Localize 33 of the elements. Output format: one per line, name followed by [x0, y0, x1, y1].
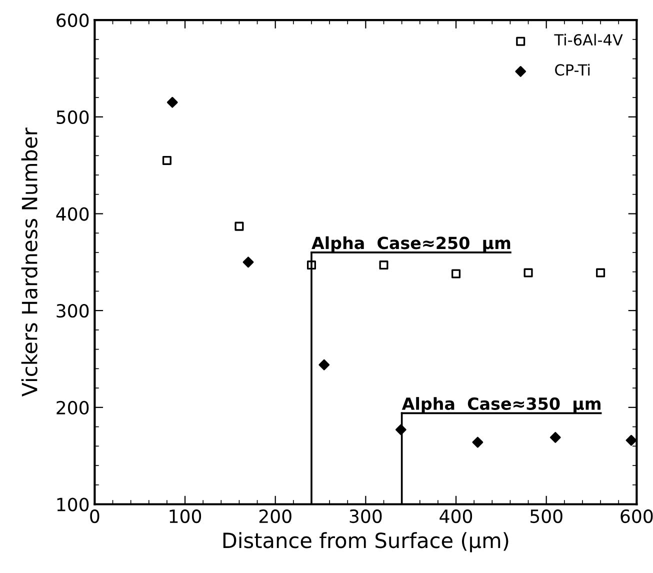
y-tick-label: 600	[56, 14, 89, 28]
y-tick-label: 500	[56, 110, 89, 124]
point	[626, 434, 637, 446]
x-tick-label: 400	[440, 509, 472, 524]
ref-line-label: Alpha Case≈350 μm	[402, 397, 600, 414]
point	[395, 424, 406, 436]
x-tick-label: 500	[530, 509, 562, 524]
point	[524, 268, 533, 278]
legend-label: Ti-6Al-4V	[554, 34, 623, 46]
x-tick-label: 200	[259, 509, 292, 524]
point	[162, 156, 172, 165]
x-tick-label: 100	[170, 509, 202, 524]
y-tick-label: 100	[57, 498, 89, 512]
point	[234, 222, 244, 231]
point	[306, 260, 316, 270]
ref-line-label: Alpha Case≈250 μm	[312, 236, 510, 252]
point	[318, 359, 330, 370]
legend-label: CP-Ti	[555, 64, 590, 76]
y-axis-title: Vickers Hardness Number	[21, 128, 38, 397]
point	[596, 268, 606, 278]
x-axis-title: Distance from Surface (μm)	[223, 532, 508, 552]
x-tick-label: 300	[350, 509, 382, 524]
point	[472, 436, 484, 448]
point	[166, 96, 178, 108]
y-tick-label: 400	[56, 207, 89, 221]
x-tick-label: 600	[620, 509, 653, 524]
point	[379, 260, 388, 270]
point	[242, 256, 254, 268]
point	[452, 269, 461, 278]
y-tick-label: 300	[56, 304, 89, 318]
x-tick-label: 0	[90, 509, 100, 524]
point	[550, 432, 561, 443]
y-tick-label: 200	[56, 400, 89, 415]
